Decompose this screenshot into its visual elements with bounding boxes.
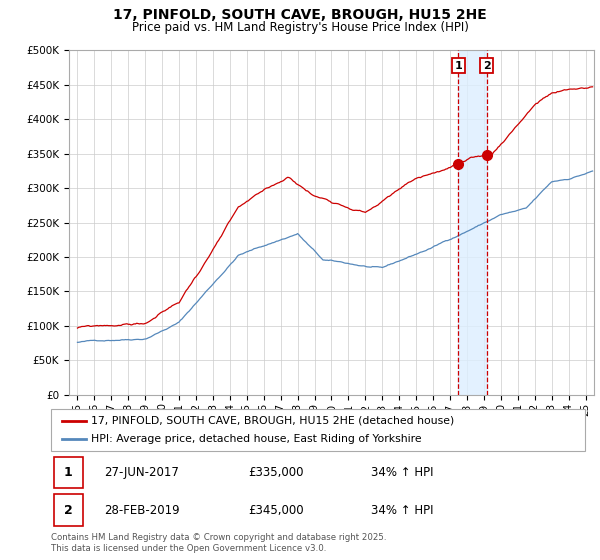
Text: 1: 1: [454, 60, 462, 71]
Text: 34% ↑ HPI: 34% ↑ HPI: [371, 466, 434, 479]
Text: Price paid vs. HM Land Registry's House Price Index (HPI): Price paid vs. HM Land Registry's House …: [131, 21, 469, 34]
Text: 27-JUN-2017: 27-JUN-2017: [104, 466, 179, 479]
Bar: [458, 50, 487, 395]
Text: £345,000: £345,000: [248, 504, 304, 517]
Text: 28-FEB-2019: 28-FEB-2019: [104, 504, 180, 517]
Text: Contains HM Land Registry data © Crown copyright and database right 2025.
This d: Contains HM Land Registry data © Crown c…: [51, 533, 386, 553]
Text: 2: 2: [483, 60, 491, 71]
Bar: [53, 456, 83, 488]
Text: 17, PINFOLD, SOUTH CAVE, BROUGH, HU15 2HE (detached house): 17, PINFOLD, SOUTH CAVE, BROUGH, HU15 2H…: [91, 416, 454, 426]
Text: £335,000: £335,000: [248, 466, 304, 479]
Text: HPI: Average price, detached house, East Riding of Yorkshire: HPI: Average price, detached house, East…: [91, 434, 422, 444]
Text: 17, PINFOLD, SOUTH CAVE, BROUGH, HU15 2HE: 17, PINFOLD, SOUTH CAVE, BROUGH, HU15 2H…: [113, 8, 487, 22]
Text: 34% ↑ HPI: 34% ↑ HPI: [371, 504, 434, 517]
Text: 1: 1: [64, 466, 73, 479]
Text: 2: 2: [64, 504, 73, 517]
Bar: [53, 494, 83, 526]
